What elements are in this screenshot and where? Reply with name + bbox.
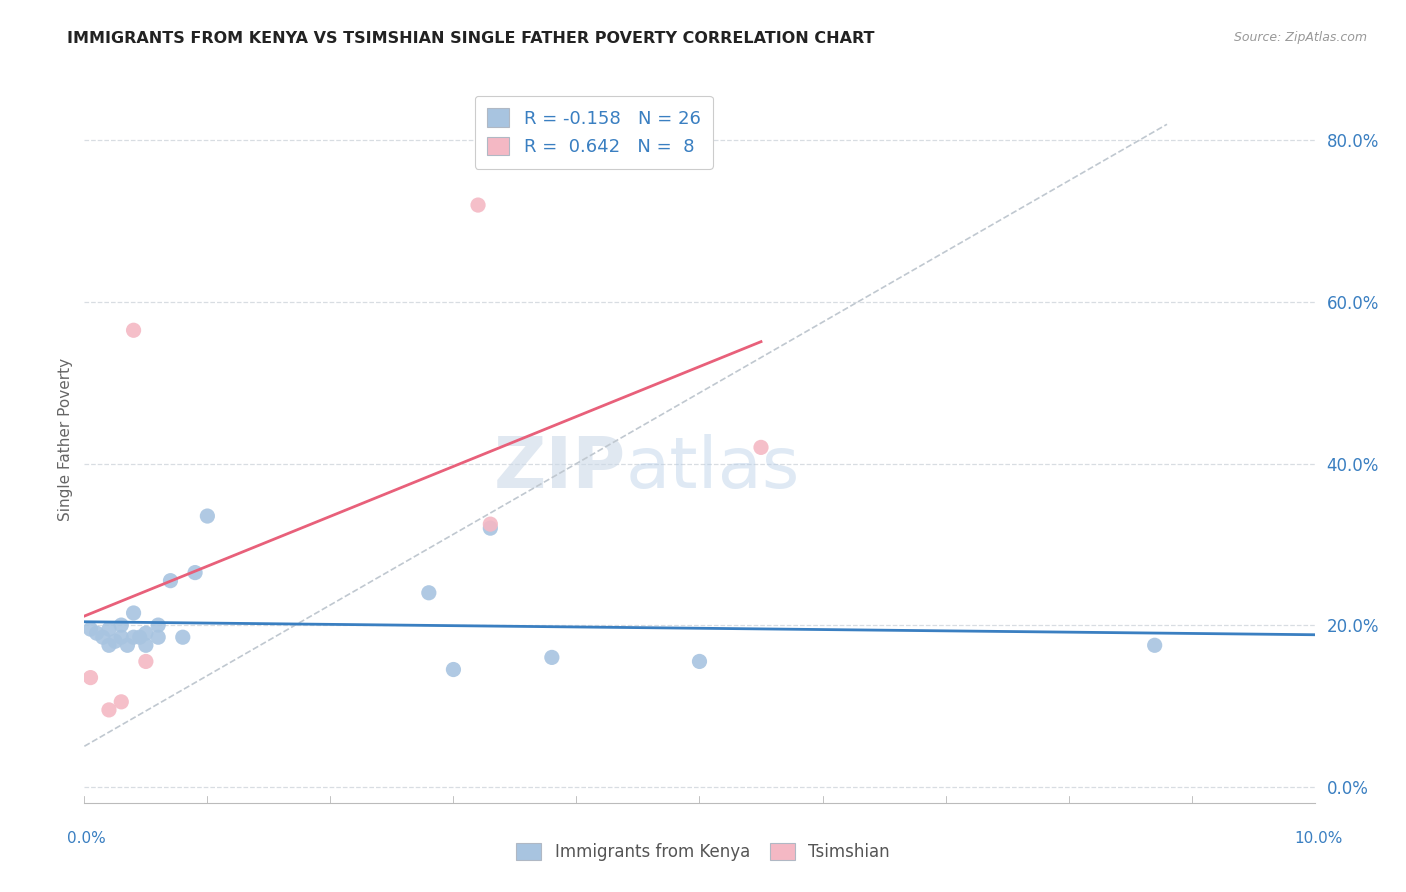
Point: [110, 695, 132, 709]
Y-axis label: Single Father Poverty: Single Father Poverty: [58, 358, 73, 521]
Point: [135, 655, 157, 669]
Point: [479, 521, 502, 535]
Text: ZIP: ZIP: [494, 434, 626, 503]
Point: [540, 650, 562, 665]
Point: [467, 198, 489, 212]
Point: [79, 671, 101, 685]
Point: [689, 655, 711, 669]
Point: [122, 323, 145, 337]
Point: [1143, 638, 1166, 652]
Point: [148, 618, 170, 632]
Point: [122, 606, 145, 620]
Point: [135, 638, 157, 652]
Text: 10.0%: 10.0%: [1295, 831, 1343, 846]
Legend: Immigrants from Kenya, Tsimshian: Immigrants from Kenya, Tsimshian: [509, 836, 897, 868]
Point: [479, 517, 502, 532]
Point: [122, 630, 145, 644]
Point: [110, 618, 132, 632]
Point: [172, 630, 194, 644]
Point: [128, 630, 150, 644]
Point: [86, 626, 108, 640]
Point: [79, 622, 101, 636]
Legend: R = -0.158   N = 26, R =  0.642   N =  8: R = -0.158 N = 26, R = 0.642 N = 8: [475, 95, 713, 169]
Point: [148, 630, 170, 644]
Point: [110, 630, 132, 644]
Point: [418, 586, 440, 600]
Point: [104, 634, 127, 648]
Text: IMMIGRANTS FROM KENYA VS TSIMSHIAN SINGLE FATHER POVERTY CORRELATION CHART: IMMIGRANTS FROM KENYA VS TSIMSHIAN SINGL…: [67, 31, 875, 46]
Point: [184, 566, 207, 580]
Point: [135, 626, 157, 640]
Text: atlas: atlas: [626, 434, 800, 503]
Point: [117, 638, 139, 652]
Point: [98, 638, 120, 652]
Point: [197, 509, 219, 524]
Point: [91, 630, 114, 644]
Point: [749, 441, 772, 455]
Text: Source: ZipAtlas.com: Source: ZipAtlas.com: [1233, 31, 1367, 45]
Point: [159, 574, 181, 588]
Text: 0.0%: 0.0%: [67, 831, 107, 846]
Point: [443, 663, 465, 677]
Point: [98, 622, 120, 636]
Point: [98, 703, 120, 717]
